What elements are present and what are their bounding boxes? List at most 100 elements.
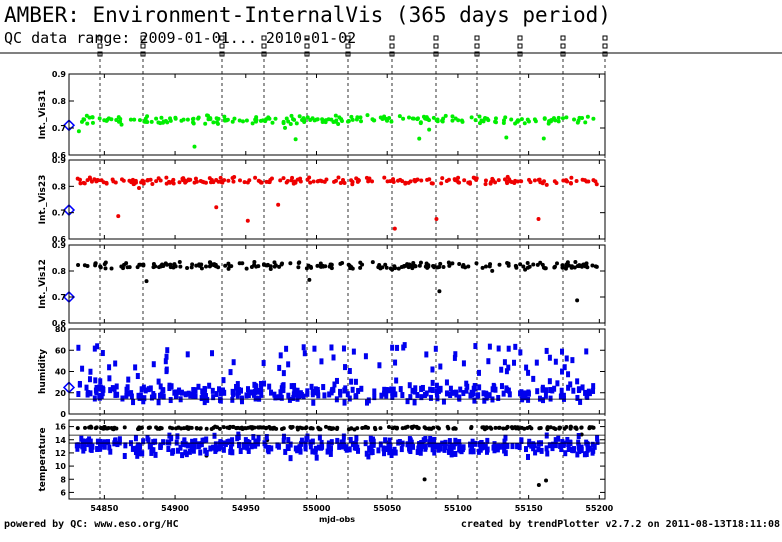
data-point [294,121,299,126]
data-point [400,440,405,447]
data-point [447,438,452,445]
data-point [288,261,293,266]
data-point [237,441,242,448]
data-point [141,262,146,267]
data-point [499,383,504,390]
data-point [278,393,283,400]
data-point [527,441,532,448]
data-point [387,437,392,444]
data-point [350,182,355,187]
data-point [370,439,375,446]
data-point [252,260,257,265]
data-point [394,377,399,384]
data-point [210,387,215,394]
data-point [481,390,486,397]
data-point [90,120,95,125]
data-point [100,390,105,397]
data-point [382,114,387,119]
data-point [418,260,423,265]
data-point [303,440,308,447]
data-point [429,426,434,431]
data-point [215,425,220,430]
data-point [473,440,478,447]
data-point [400,179,405,184]
data-point [76,262,81,267]
data-point [488,262,493,267]
data-point [466,180,471,185]
data-point [299,440,304,447]
data-point [316,392,321,399]
data-point [239,396,244,403]
data-point [105,117,110,122]
data-point [135,427,140,432]
data-point [149,446,154,453]
data-point [240,119,245,124]
data-point [333,178,338,183]
data-point [253,438,258,445]
data-point [591,116,596,121]
data-point [544,182,549,187]
data-point [259,425,264,430]
data-point [544,478,549,483]
data-point [281,121,286,126]
data-point [388,266,393,271]
data-point [577,263,582,268]
data-point [496,425,501,430]
data-point [547,378,552,385]
data-point [313,448,318,455]
data-point [102,439,107,446]
period-marker [560,35,566,41]
data-point [349,426,354,431]
data-point [177,180,182,185]
data-point [483,264,488,269]
data-point [577,115,582,120]
data-point [470,438,475,445]
data-point [560,438,565,445]
data-point [323,424,328,429]
data-point [583,120,588,125]
data-point [246,447,251,454]
data-point [122,262,127,267]
data-point [89,179,94,184]
data-point [432,449,437,456]
data-point [99,425,104,430]
data-point [525,261,530,266]
data-point [427,127,432,132]
data-point [439,181,444,186]
data-point [456,175,461,180]
data-point [322,392,327,399]
data-point [297,444,302,451]
data-point [483,178,488,183]
data-point [301,344,306,351]
data-point [169,435,174,442]
data-point [193,438,198,445]
data-point [290,117,295,122]
data-point [235,384,240,391]
data-point [168,262,173,267]
y-axis-label: Int._Vis12 [38,259,48,309]
data-point [222,114,227,119]
data-point [412,399,417,406]
data-point [251,391,256,398]
data-point [465,383,470,390]
data-point [153,451,158,458]
data-point [472,397,477,404]
data-point [173,116,178,121]
data-point [440,176,445,181]
data-point [474,261,479,266]
data-point [251,434,256,441]
data-point [435,117,440,122]
data-point [553,437,558,444]
data-point [197,441,202,448]
data-point [591,387,596,394]
data-point [519,179,524,184]
data-point [303,426,308,431]
data-point [89,446,94,453]
panel-Int._Vis12: 0.6 0.7 0.8 0.9 Int._Vis12 [38,241,606,328]
data-point [189,265,194,270]
data-point [80,443,85,450]
data-point [329,439,334,446]
data-point [438,445,443,452]
data-point [410,387,415,394]
data-point [311,399,316,406]
